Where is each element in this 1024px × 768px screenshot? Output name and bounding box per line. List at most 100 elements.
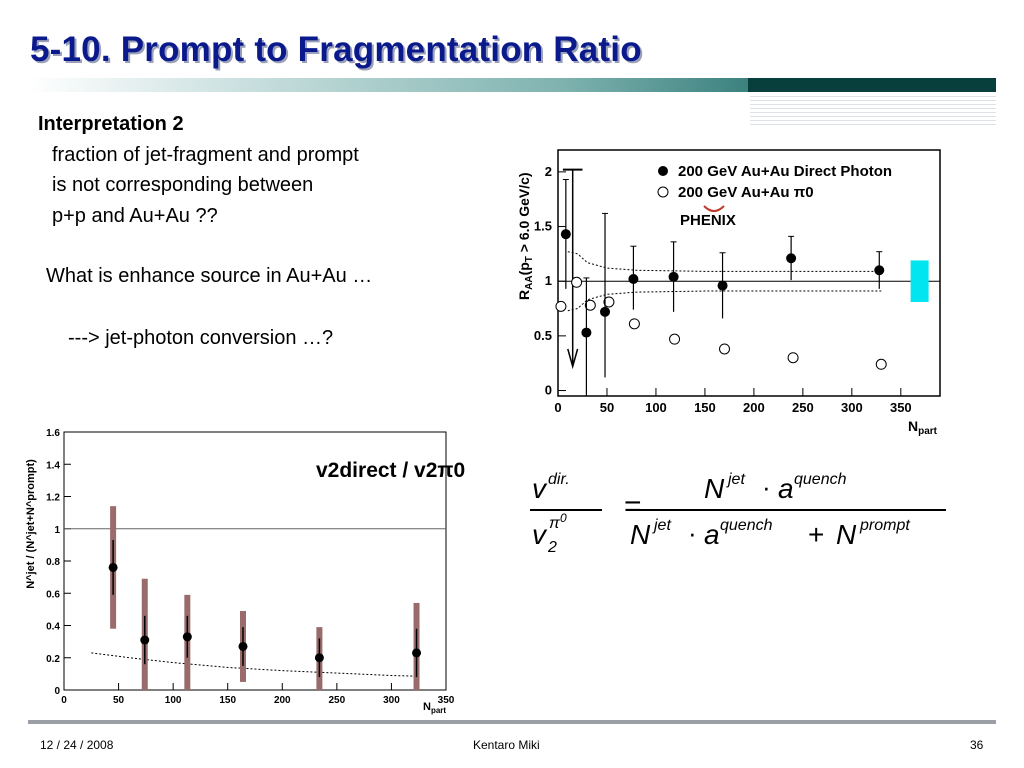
ratio-data-point bbox=[182, 632, 192, 642]
ratio-x-tick-label: 0 bbox=[61, 695, 67, 706]
raa-x-tick-label: 300 bbox=[841, 400, 863, 415]
ratio-chart: 0 50 100 150 200 250 300 350 0 0.2 0.4 0.6 0.8 1 1.2 1.… bbox=[25, 428, 465, 715]
ratio-data-point bbox=[412, 648, 422, 658]
raa-pi0-point bbox=[555, 300, 567, 312]
ratio-y-tick-label: 1.2 bbox=[46, 493, 60, 504]
text-line-2: is not corresponding between bbox=[52, 174, 314, 196]
eq-num-a: a bbox=[778, 473, 794, 504]
raa-y-tick-label: 2 bbox=[545, 164, 552, 179]
eq-den-n: N bbox=[630, 519, 651, 550]
raa-legend-open-marker bbox=[657, 186, 669, 198]
raa-x-tick-label: 350 bbox=[890, 400, 912, 415]
raa-pi0-point bbox=[875, 358, 887, 370]
ratio-x-tick-label: 250 bbox=[329, 695, 346, 706]
ratio-xlabel: Npart bbox=[423, 701, 446, 715]
eq-num-jet: jet bbox=[726, 471, 745, 488]
raa-direct-point bbox=[560, 229, 571, 240]
ratio-ylabel: N^jet / (N^jet+N^prompt) bbox=[25, 459, 37, 589]
v2-ratio-label: v2direct / v2π0 bbox=[316, 459, 465, 482]
ratio-y-tick-label: 0.8 bbox=[46, 557, 60, 568]
ratio-y-tick-label: 0 bbox=[54, 686, 60, 697]
slide-title: 5-10. Prompt to Fragmentation Ratio bbox=[30, 30, 642, 69]
raa-direct-point bbox=[600, 306, 611, 317]
raa-arrow-head bbox=[567, 348, 579, 370]
footer-date: 12 / 24 / 2008 bbox=[40, 738, 114, 752]
footer-page-number: 36 bbox=[970, 738, 984, 752]
eq-v2: v bbox=[532, 519, 548, 550]
eq-den-n2: N bbox=[836, 519, 857, 550]
raa-ylabel: RAA(pT > 6.0 GeV/c) bbox=[516, 172, 535, 300]
raa-legend-open: 200 GeV Au+Au π0 bbox=[678, 184, 814, 201]
ratio-data-point bbox=[238, 641, 248, 651]
raa-direct-point bbox=[786, 253, 797, 264]
svg-text:=: = bbox=[624, 490, 642, 523]
text-line-4: What is enhance source in Au+Au … bbox=[46, 265, 373, 287]
ratio-y-tick-label: 0.6 bbox=[46, 589, 60, 600]
raa-direct-point bbox=[717, 280, 728, 291]
phenix-logo: PHENIX bbox=[680, 212, 736, 229]
decorative-stripes bbox=[750, 96, 996, 126]
raa-pi0-point bbox=[584, 299, 596, 311]
eq-den-jet: jet bbox=[652, 517, 671, 534]
ratio-data-point bbox=[140, 635, 150, 645]
raa-pi0-point bbox=[787, 352, 799, 364]
ratio-y-tick-label: 1.6 bbox=[46, 428, 60, 439]
raa-x-tick-label: 250 bbox=[792, 400, 814, 415]
eq-num-dot: · bbox=[762, 472, 771, 502]
raa-x-tick-label: 200 bbox=[743, 400, 765, 415]
raa-x-tick-label: 100 bbox=[645, 400, 667, 415]
eq-den-quench: quench bbox=[720, 517, 773, 534]
raa-pi0-point bbox=[628, 318, 640, 330]
eq-num-quench: quench bbox=[794, 471, 847, 488]
raa-band-lower bbox=[567, 290, 882, 312]
eq-den-dot: · bbox=[688, 518, 697, 548]
eq-sub-2: 2 bbox=[547, 539, 557, 556]
eq-num-n: N bbox=[704, 473, 725, 504]
raa-pi0-point bbox=[669, 333, 681, 345]
ratio-x-tick-label: 50 bbox=[113, 695, 125, 706]
raa-y-tick-label: 0 bbox=[545, 383, 552, 398]
raa-direct-point bbox=[628, 274, 639, 285]
raa-legend-filled-marker bbox=[658, 166, 668, 176]
eq-v-dir: v bbox=[532, 473, 548, 504]
interpretation-heading: Interpretation 2 bbox=[38, 113, 184, 135]
eq-plus: + bbox=[808, 519, 824, 550]
raa-pi0-point bbox=[571, 276, 583, 288]
raa-direct-point bbox=[874, 265, 885, 276]
footer-author: Kentaro Miki bbox=[473, 738, 540, 752]
ratio-x-tick-label: 100 bbox=[165, 695, 182, 706]
ratio-data-point bbox=[314, 653, 324, 663]
raa-direct-point bbox=[581, 327, 592, 338]
ratio-y-tick-label: 1.4 bbox=[46, 460, 60, 471]
raa-x-tick-label: 50 bbox=[600, 400, 614, 415]
raa-xlabel: Npart bbox=[908, 418, 938, 437]
ratio-x-tick-label: 200 bbox=[274, 695, 291, 706]
raa-frame bbox=[557, 149, 941, 397]
ratio-x-tick-label: 350 bbox=[438, 695, 455, 706]
raa-x-tick-label: 150 bbox=[694, 400, 716, 415]
ratio-y-tick-label: 0.2 bbox=[46, 654, 60, 665]
eq-sup-pi: π bbox=[549, 515, 560, 532]
phenix-logo-arc bbox=[703, 205, 725, 212]
text-line-3: p+p and Au+Au ?? bbox=[52, 205, 218, 227]
ratio-y-tick-label: 0.4 bbox=[46, 622, 60, 633]
title-bar-accent bbox=[748, 78, 996, 92]
ratio-y-tick-label: 1 bbox=[54, 525, 60, 536]
raa-y-tick-label: 0.5 bbox=[534, 328, 552, 343]
raa-normalization-box bbox=[910, 260, 929, 302]
raa-band-upper bbox=[567, 251, 882, 272]
eq-sup-dir: dir. bbox=[548, 471, 570, 488]
ratio-equation: v dir. v 2 π 0 = N jet · a quench N jet … bbox=[530, 471, 946, 556]
ratio-data-point bbox=[108, 562, 118, 572]
ratio-x-tick-label: 300 bbox=[383, 695, 400, 706]
eq-den-prompt: prompt bbox=[859, 517, 910, 534]
ratio-x-tick-label: 150 bbox=[219, 695, 236, 706]
footer-divider bbox=[28, 720, 996, 724]
raa-y-tick-label: 1 bbox=[545, 273, 552, 288]
raa-x-tick-label: 0 bbox=[554, 400, 561, 415]
eq-den-a: a bbox=[704, 519, 720, 550]
eq-sup-zero: 0 bbox=[560, 511, 567, 525]
ratio-dotted-curve bbox=[91, 652, 419, 677]
raa-y-tick-label: 1.5 bbox=[534, 219, 552, 234]
raa-pi0-point bbox=[603, 296, 615, 308]
